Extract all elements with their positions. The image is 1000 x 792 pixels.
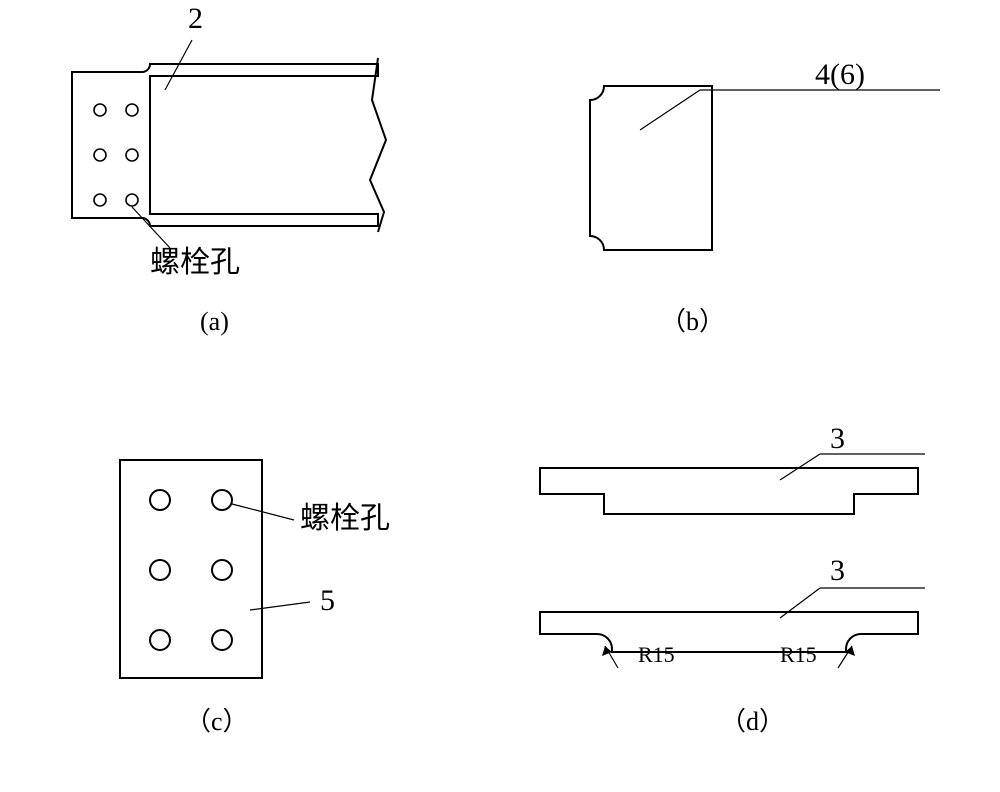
panel-d-label-3-bot: 3 <box>830 554 845 587</box>
panel-b-leader-seg1 <box>640 90 700 130</box>
panel-d-r15-left: R15 <box>602 642 675 668</box>
panel-b: 4(6) （b） <box>590 58 940 336</box>
panel-a-break-symbol <box>370 58 386 232</box>
panel-a: 2 螺栓孔 (a) <box>72 2 386 336</box>
panel-d-r15-right-text: R15 <box>780 642 817 667</box>
panel-c-label-5: 5 <box>320 584 335 617</box>
panel-c-label-bolt: 螺栓孔 <box>300 502 390 535</box>
panel-c-plate <box>120 460 262 678</box>
panel-c-caption: （c） <box>185 707 249 736</box>
panel-a-label-bolt: 螺栓孔 <box>150 246 240 279</box>
panel-d-caption: （d） <box>720 707 785 736</box>
panel-d-bottom-strip <box>540 612 918 652</box>
panel-d-top-strip <box>540 468 918 514</box>
panel-b-plate-outline <box>590 86 712 250</box>
panel-c-bolt-holes <box>150 490 232 650</box>
diagram-canvas: 2 螺栓孔 (a) 4(6) （b） 螺栓孔 5 （c） <box>0 0 1000 792</box>
panel-c: 螺栓孔 5 （c） <box>120 460 390 736</box>
panel-a-label-2: 2 <box>188 2 203 35</box>
panel-a-bolt-holes <box>94 104 138 206</box>
panel-d-r15-right: R15 <box>780 642 855 668</box>
panel-b-label-46: 4(6) <box>815 58 865 91</box>
panel-d-leader-3-bot-seg1 <box>780 588 820 618</box>
panel-a-beam-outline <box>72 64 378 226</box>
panel-a-caption: (a) <box>200 307 229 336</box>
panel-d-r15-left-text: R15 <box>638 642 675 667</box>
panel-d: 3 3 R15 R15 （d） <box>540 422 925 736</box>
panel-b-caption: （b） <box>660 307 725 336</box>
panel-c-leader-5 <box>250 602 310 610</box>
panel-d-label-3-top: 3 <box>830 422 845 455</box>
